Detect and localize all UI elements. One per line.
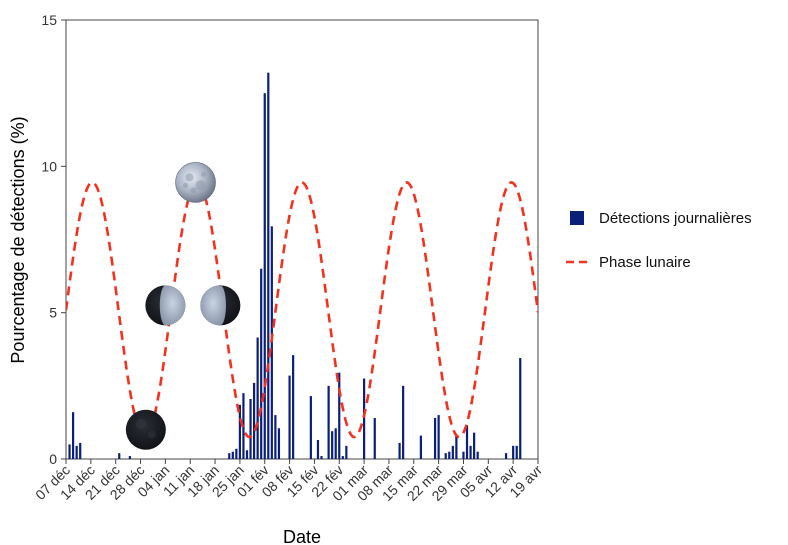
bar — [455, 435, 458, 459]
y-tick-label: 10 — [41, 158, 57, 174]
bar — [419, 435, 422, 459]
bar — [519, 358, 522, 459]
bar — [373, 418, 376, 459]
y-tick-label: 5 — [49, 305, 57, 321]
y-axis-title: Pourcentage de détections (%) — [8, 116, 28, 363]
legend-swatch-bars — [570, 211, 584, 225]
moon-icons — [125, 162, 241, 450]
bar — [327, 385, 330, 459]
bar — [345, 445, 348, 459]
bar — [402, 385, 405, 459]
bar — [465, 425, 469, 459]
bar — [433, 418, 437, 459]
bar — [235, 448, 238, 459]
bar — [292, 355, 295, 459]
legend-label-line: Phase lunaire — [599, 254, 691, 271]
y-tick-label: 15 — [41, 12, 57, 28]
bar — [274, 415, 277, 459]
bar — [451, 445, 454, 459]
bar — [277, 428, 281, 459]
last-quarter-icon — [200, 285, 241, 326]
bar — [270, 226, 273, 459]
new-moon-icon — [125, 409, 166, 450]
bar — [75, 445, 78, 459]
bar — [338, 372, 341, 459]
bar — [245, 450, 249, 459]
moon-phase-series — [66, 181, 538, 439]
bar — [249, 399, 252, 459]
bar — [476, 451, 479, 459]
bar — [288, 375, 291, 459]
bar — [334, 428, 337, 459]
bar — [331, 431, 334, 459]
bar — [515, 445, 518, 459]
y-tick-label: 0 — [49, 451, 57, 467]
bar — [444, 453, 447, 459]
bar — [504, 453, 508, 459]
bar — [260, 268, 263, 459]
bar — [263, 93, 266, 460]
bar — [473, 432, 476, 459]
bar — [363, 378, 366, 459]
bar-series — [68, 72, 522, 460]
bar — [68, 444, 71, 459]
bar — [320, 456, 323, 459]
plot-frame — [65, 19, 539, 460]
bar — [341, 456, 344, 459]
bar — [72, 412, 75, 459]
y-axis-ticks: 0 5 10 15 — [41, 12, 66, 467]
bar — [238, 404, 241, 459]
bar — [228, 453, 231, 459]
bar — [128, 456, 131, 459]
bar — [316, 439, 320, 459]
bar — [267, 72, 270, 460]
legend: Détections journalières Phase lunaire — [566, 210, 752, 271]
legend-label-bars: Détections journalières — [599, 210, 752, 227]
bar — [256, 337, 259, 459]
bar — [309, 396, 312, 459]
bar — [512, 445, 515, 459]
bar — [252, 382, 256, 459]
bar — [448, 451, 451, 459]
moon-phase-line — [66, 181, 538, 439]
bar — [437, 415, 440, 459]
x-axis-title: Date — [283, 527, 321, 545]
full-moon-icon — [175, 162, 216, 203]
bar — [118, 453, 121, 459]
bar — [469, 445, 472, 459]
bar — [79, 442, 82, 459]
bar — [398, 442, 401, 459]
bar — [231, 451, 234, 459]
first-quarter-icon — [145, 285, 186, 326]
bar — [462, 451, 465, 459]
